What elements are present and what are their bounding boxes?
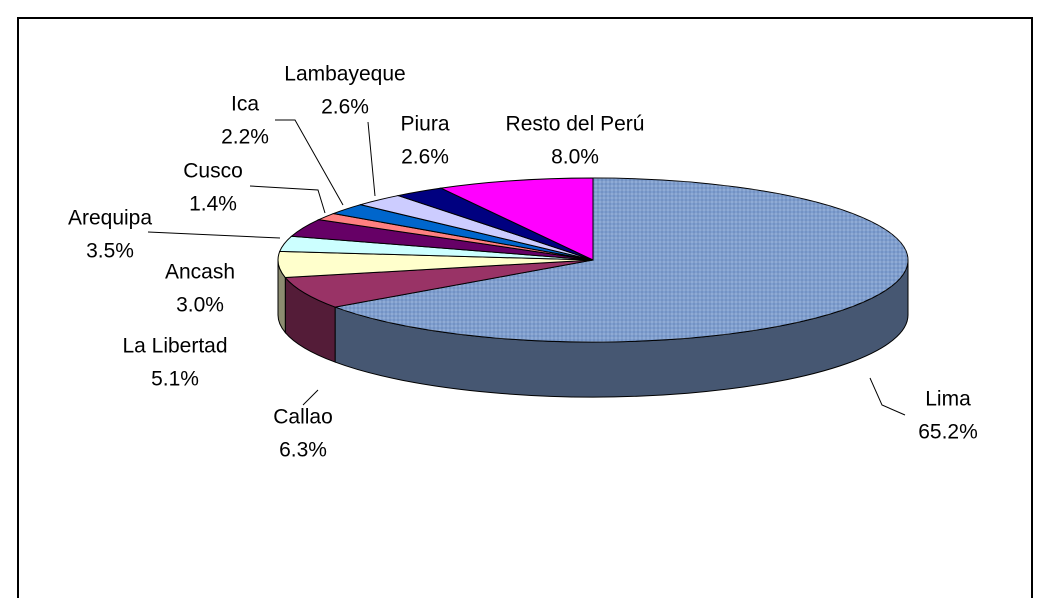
slice-value-label: 3.0% [176, 294, 224, 317]
slice-value-label: 65.2% [918, 421, 978, 444]
slice-label: Lima [925, 388, 971, 411]
slice-label: Resto del Perú [506, 113, 645, 136]
slice-texture [335, 178, 908, 342]
leader-line [147, 231, 281, 239]
slice-value-label: 5.1% [151, 368, 199, 391]
leader-line [302, 389, 319, 406]
slice-value-label: 3.5% [86, 240, 134, 263]
leader-line [367, 121, 376, 197]
slice-value-label: 2.6% [321, 96, 369, 119]
slice-value-label: 1.4% [189, 193, 237, 216]
slice-label: Cusco [183, 160, 243, 183]
slice-label: Ica [231, 93, 259, 116]
leader-line [869, 377, 906, 416]
slice-label: Piura [400, 113, 449, 136]
slice [439, 177, 594, 261]
slice-label: Arequipa [68, 207, 152, 230]
slice-value-label: 8.0% [551, 146, 599, 169]
slice-label: Lambayeque [284, 63, 405, 86]
leader-line [275, 119, 344, 206]
slice [284, 259, 594, 308]
slice-value-label: 6.3% [279, 439, 327, 462]
slice-label: La Libertad [122, 335, 227, 358]
slice-label: Callao [273, 406, 333, 429]
slice-value-label: 2.6% [401, 146, 449, 169]
leader-line [249, 185, 326, 214]
slice-value-label: 2.2% [221, 126, 269, 149]
slice-label: Ancash [165, 261, 235, 284]
